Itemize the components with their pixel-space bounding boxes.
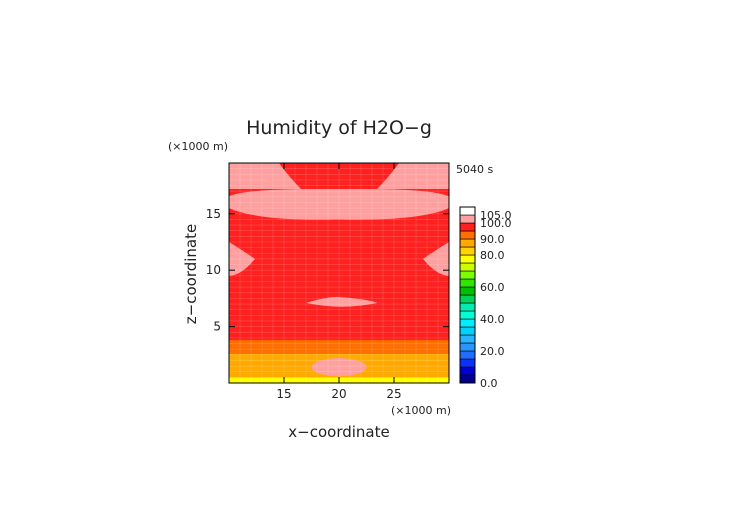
field-top-right-corner bbox=[377, 163, 449, 189]
plot-grid bbox=[229, 163, 449, 383]
colorbar-swatch bbox=[459, 302, 476, 312]
colorbar-swatch bbox=[459, 278, 476, 288]
field-mid-patch bbox=[306, 296, 378, 307]
colorbar-swatch bbox=[459, 294, 476, 304]
colorbar-tick-label: 90.0 bbox=[480, 233, 505, 246]
chart-title: Humidity of H2O−g bbox=[246, 117, 432, 139]
field-top-left-corner bbox=[229, 163, 301, 189]
field-band-lower-3 bbox=[229, 340, 449, 354]
colorbar-swatch bbox=[459, 350, 476, 360]
colorbar-swatch bbox=[459, 318, 476, 328]
colorbar-swatch bbox=[459, 262, 476, 272]
colorbar-tick-label: 105.0 bbox=[480, 209, 512, 222]
x-tick-label: 20 bbox=[331, 387, 346, 401]
colorbar-swatch bbox=[459, 270, 476, 280]
humidity-field bbox=[229, 163, 449, 383]
y-unit-label: (×1000 m) bbox=[168, 140, 228, 153]
field-central-core bbox=[325, 360, 353, 374]
colorbar-swatch bbox=[459, 358, 476, 368]
colorbar-swatch bbox=[459, 310, 476, 320]
colorbar-swatch bbox=[459, 366, 476, 376]
colorbar-swatch bbox=[459, 214, 476, 224]
y-tick-label: 15 bbox=[206, 207, 221, 221]
colorbar-swatch bbox=[459, 326, 476, 336]
x-unit-label: (×1000 m) bbox=[391, 404, 451, 417]
time-label: 5040 s bbox=[456, 163, 493, 176]
y-tick-label: 5 bbox=[213, 320, 221, 334]
colorbar-swatch bbox=[459, 246, 476, 256]
colorbar-swatch bbox=[459, 222, 476, 232]
colorbar-tick-label: 20.0 bbox=[480, 345, 505, 358]
colorbar-tick-label: 80.0 bbox=[480, 249, 505, 262]
x-axis-ticks: 15 20 25 bbox=[276, 163, 402, 401]
y-tick-label: 10 bbox=[206, 263, 221, 277]
field-left-lobe bbox=[229, 241, 255, 276]
colorbar-swatch bbox=[459, 374, 476, 384]
colorbar-frame bbox=[459, 206, 476, 384]
colorbar-swatch bbox=[459, 254, 476, 264]
colorbar-tick-label: 100.0 bbox=[480, 217, 512, 230]
colorbar-tick-label: 40.0 bbox=[480, 313, 505, 326]
x-tick-label: 25 bbox=[386, 387, 401, 401]
x-tick-label: 15 bbox=[276, 387, 291, 401]
field-right-lobe bbox=[423, 241, 449, 276]
colorbar-tick-label: 60.0 bbox=[480, 281, 505, 294]
y-axis-ticks: 5 10 15 bbox=[206, 207, 449, 334]
y-axis-title: z−coordinate bbox=[182, 224, 200, 324]
colorbar-tick-label: 0.0 bbox=[480, 377, 498, 390]
field-upper-band bbox=[229, 188, 449, 220]
colorbar-swatch bbox=[459, 286, 476, 296]
colorbar-swatch bbox=[459, 238, 476, 248]
colorbar-swatch bbox=[459, 230, 476, 240]
colorbar-swatch bbox=[459, 334, 476, 344]
x-axis-title: x−coordinate bbox=[288, 423, 389, 441]
colorbar-swatch bbox=[459, 206, 476, 216]
colorbar-swatch bbox=[459, 342, 476, 352]
